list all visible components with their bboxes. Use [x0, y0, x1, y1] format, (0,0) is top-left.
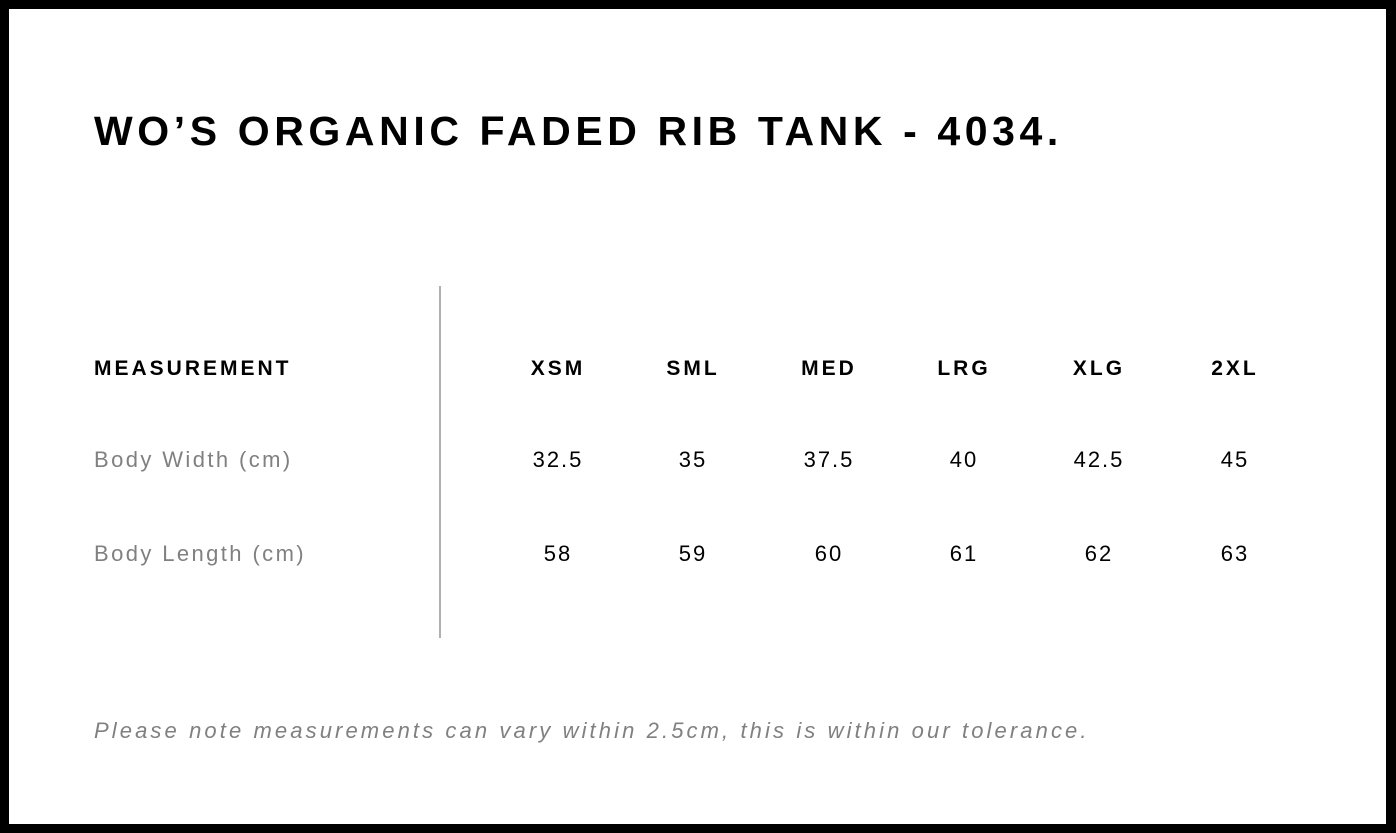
table-cell: 40	[949, 447, 979, 472]
table-cell: 35	[678, 447, 708, 472]
row-label-body-length: Body Length (cm)	[94, 541, 307, 566]
table-cell: 59	[678, 541, 708, 566]
table-cell: 61	[949, 541, 979, 566]
table-cell: 63	[1220, 541, 1250, 566]
table-cell: 37.5	[803, 447, 855, 472]
table-cell: 60	[814, 541, 844, 566]
page-title: WO’S ORGANIC FADED RIB TANK - 4034.	[94, 108, 1063, 154]
size-header: XSM	[530, 357, 586, 380]
column-divider	[439, 286, 441, 638]
row-label-body-width: Body Width (cm)	[94, 447, 293, 472]
measurement-header: MEASUREMENT	[94, 357, 292, 380]
table-cell: 42.5	[1073, 447, 1125, 472]
size-header: SML	[666, 357, 720, 380]
tolerance-note: Please note measurements can vary within…	[94, 718, 1090, 743]
size-header: LRG	[937, 357, 991, 380]
table-cell: 32.5	[532, 447, 584, 472]
size-header: 2XL	[1211, 357, 1259, 380]
table-cell: 45	[1220, 447, 1250, 472]
table-cell: 62	[1084, 541, 1114, 566]
table-cell: 58	[543, 541, 573, 566]
size-header: MED	[801, 357, 857, 380]
size-header: XLG	[1072, 357, 1126, 380]
